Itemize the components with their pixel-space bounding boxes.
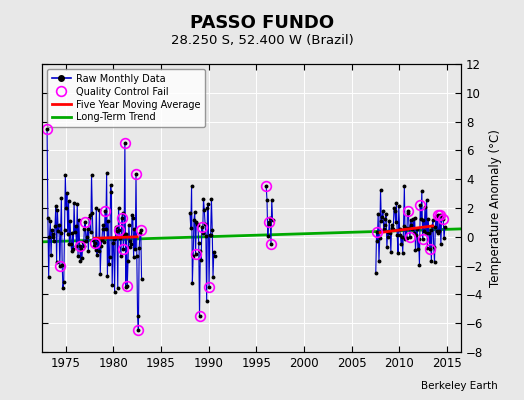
Text: 28.250 S, 52.400 W (Brazil): 28.250 S, 52.400 W (Brazil) [171,34,353,47]
Y-axis label: Temperature Anomaly (°C): Temperature Anomaly (°C) [489,129,502,287]
Text: PASSO FUNDO: PASSO FUNDO [190,14,334,32]
Legend: Raw Monthly Data, Quality Control Fail, Five Year Moving Average, Long-Term Tren: Raw Monthly Data, Quality Control Fail, … [47,69,205,127]
Text: Berkeley Earth: Berkeley Earth [421,381,498,391]
